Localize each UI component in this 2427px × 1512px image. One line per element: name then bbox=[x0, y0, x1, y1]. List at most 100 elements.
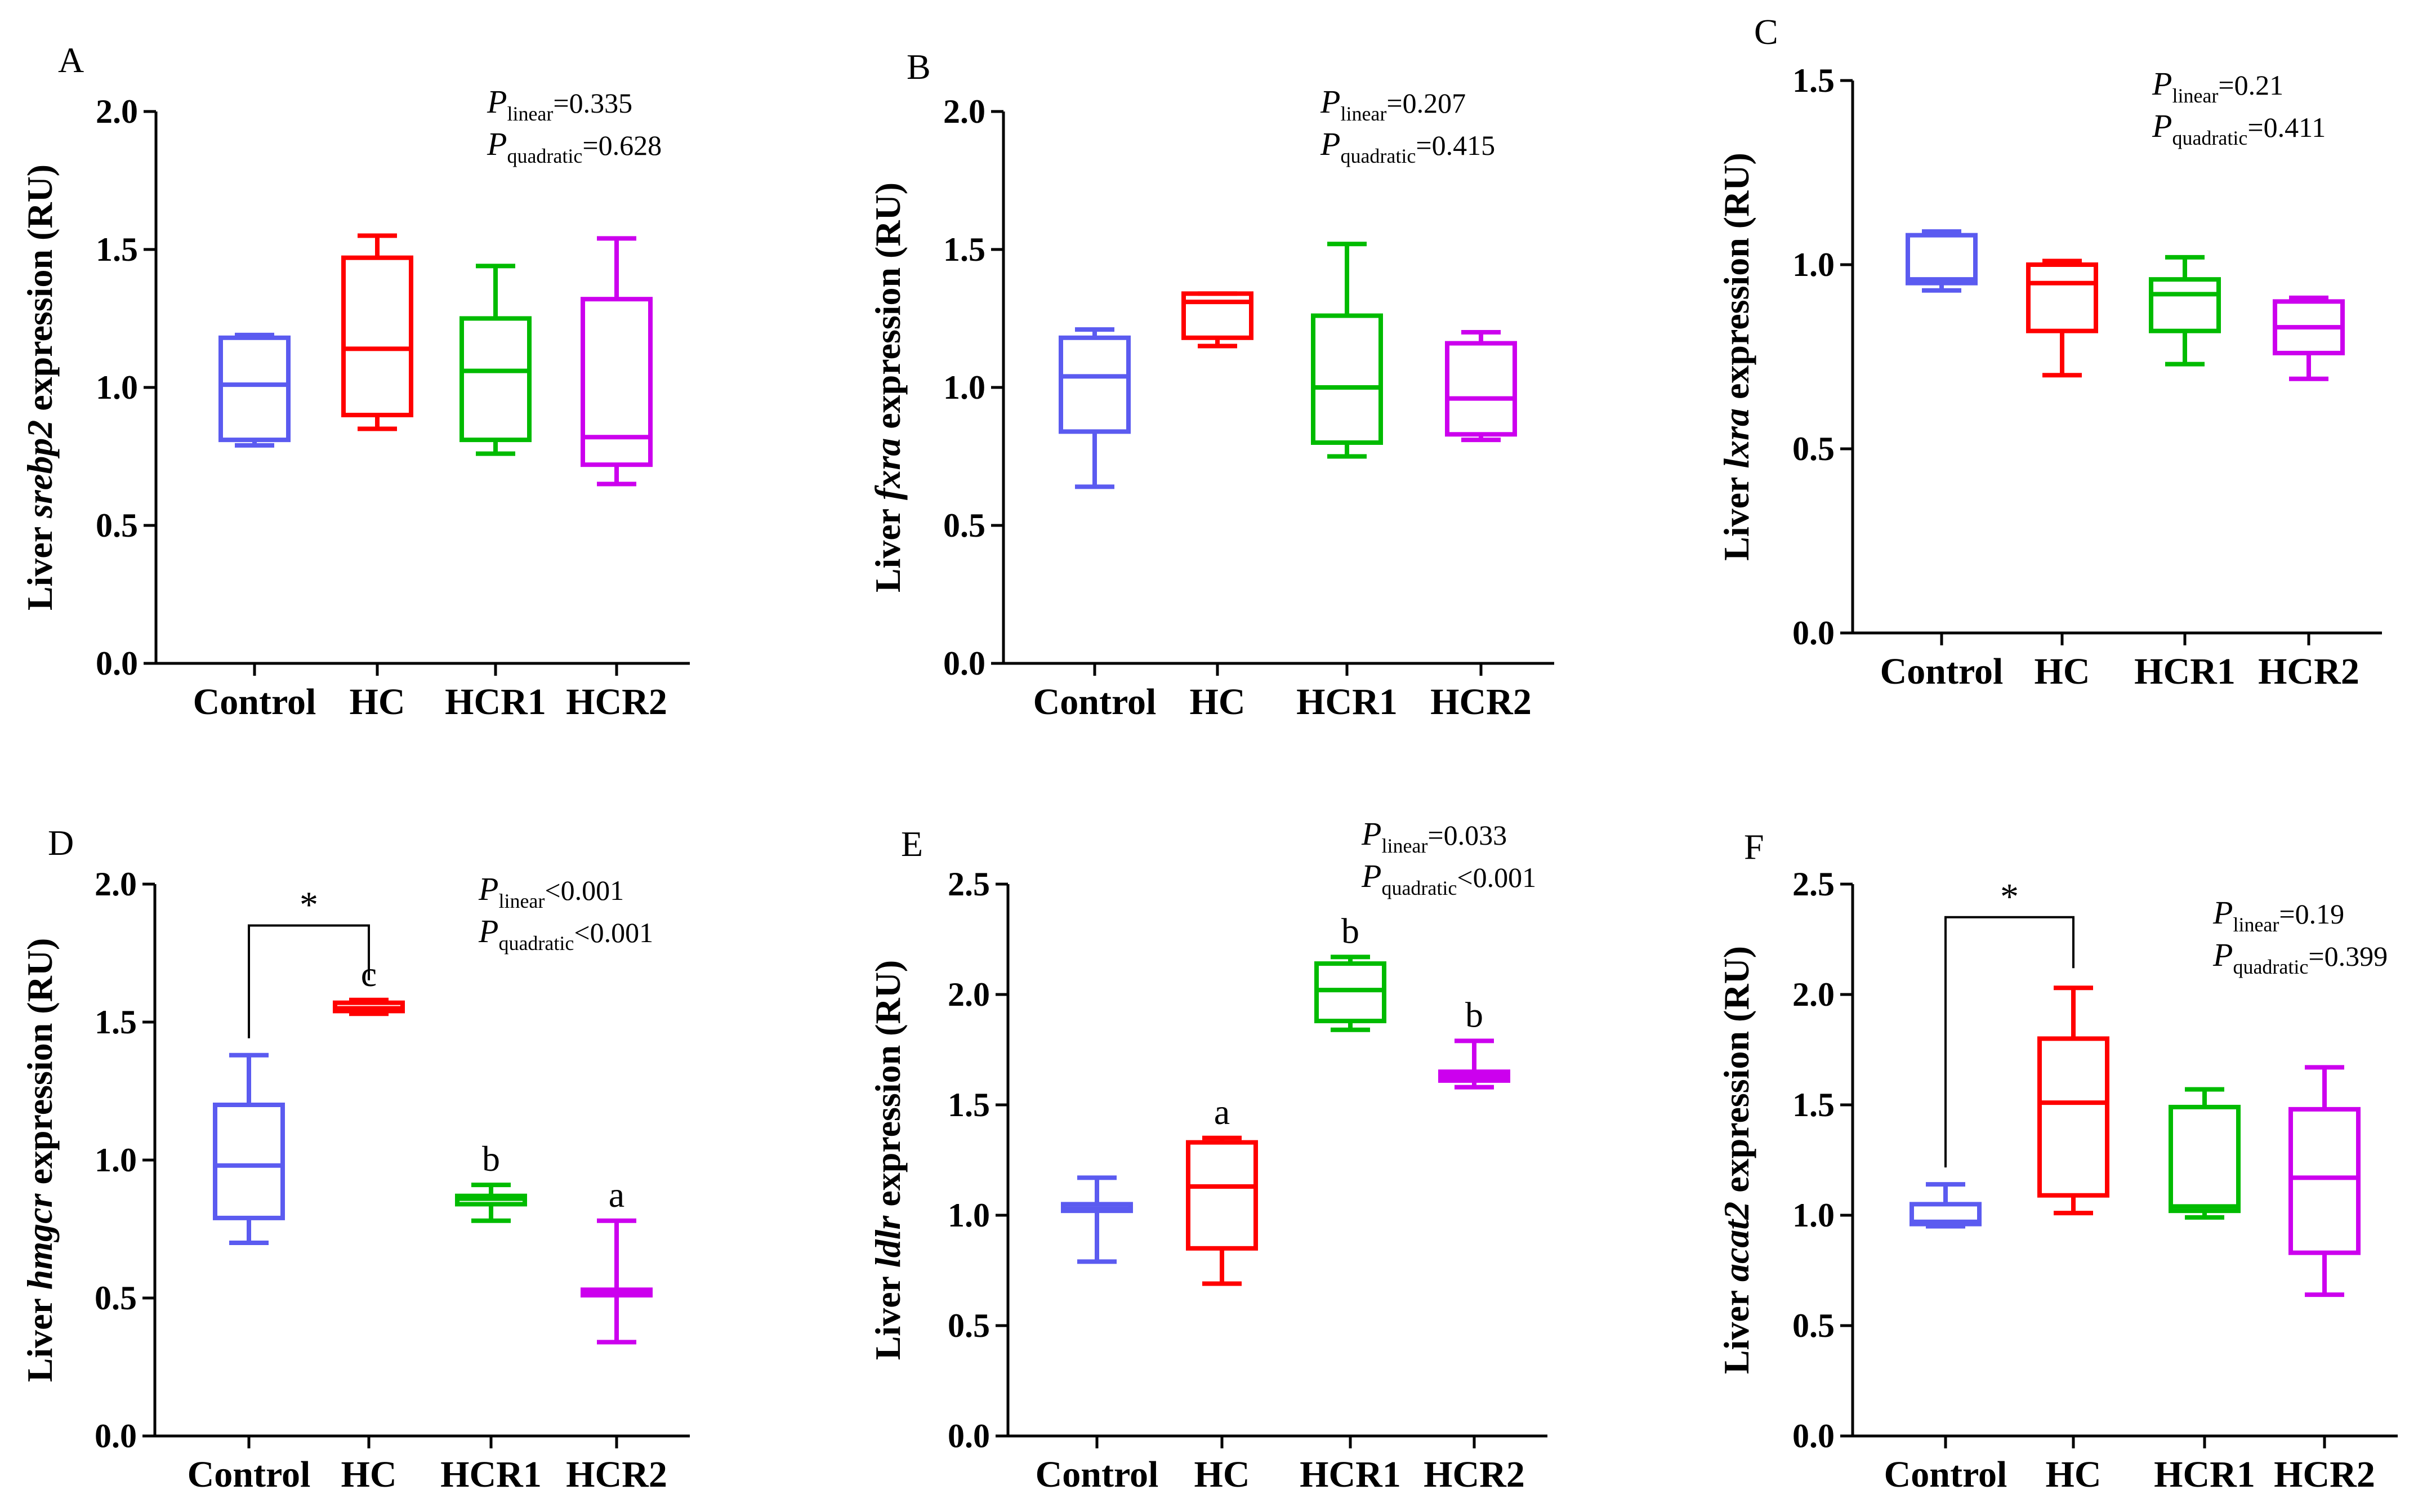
y-tick-label: 1.5 bbox=[1792, 62, 1835, 99]
y-tick-label: 2.0 bbox=[1792, 976, 1835, 1013]
group-letter: a bbox=[1214, 1092, 1230, 1132]
y-label-suffix: expression (RU) bbox=[868, 960, 908, 1216]
x-tick-label: HCR1 bbox=[440, 1454, 542, 1495]
p-subscript: quadratic bbox=[2233, 956, 2308, 978]
y-axis-label: Liver srebp2 expression (RU) bbox=[20, 164, 60, 610]
y-label-gene: fxra bbox=[868, 438, 908, 500]
box-hcr2 bbox=[581, 236, 653, 487]
panel-f: F 0.0 0.5 1.0 1.5 2.0 2.5 Control HC HCR1 HCR2 Live… bbox=[1716, 827, 2398, 1495]
y-tick-label: 2.5 bbox=[1792, 866, 1835, 903]
p-linear: Plinear=0.19 bbox=[2212, 894, 2344, 936]
p-quadratic: Pquadratic=0.628 bbox=[487, 126, 662, 167]
x-tick-label: HCR1 bbox=[1300, 1454, 1401, 1495]
y-tick-label: 1.5 bbox=[95, 1003, 137, 1041]
p-value: =0.21 bbox=[2218, 69, 2283, 101]
x-tick-label: Control bbox=[193, 681, 316, 722]
panel-b: B 0.0 0.5 1.0 1.5 2.0 Control HC HCR1 HCR2 Liver f… bbox=[868, 47, 1554, 722]
panel-d: D 0.0 0.5 1.0 1.5 2.0 Control HC HCR1 HCR2 Liver h… bbox=[20, 823, 690, 1495]
box-iqr bbox=[213, 1103, 285, 1220]
box-iqr bbox=[1181, 291, 1253, 340]
panel-letter: A bbox=[58, 40, 84, 80]
panel-letter: E bbox=[901, 824, 923, 864]
p-letter: P bbox=[2212, 936, 2233, 973]
y-tick-label: 2.0 bbox=[95, 866, 137, 903]
box-hcr1 bbox=[2169, 1087, 2241, 1220]
y-tick-label: 1.5 bbox=[948, 1086, 990, 1123]
y-label-gene: ldlr bbox=[868, 1215, 908, 1268]
y-axis-label: Liver hmgcr expression (RU) bbox=[20, 938, 60, 1382]
p-quadratic: Pquadratic<0.001 bbox=[1361, 858, 1536, 899]
y-tick-label: 0.5 bbox=[1792, 430, 1835, 467]
x-tick-label: HCR2 bbox=[1430, 681, 1532, 722]
panel-letter: D bbox=[48, 823, 74, 863]
box-control bbox=[213, 1052, 285, 1245]
x-tick-label: Control bbox=[1033, 681, 1157, 722]
box-hc bbox=[2037, 985, 2109, 1216]
box-control bbox=[1910, 1182, 1982, 1229]
p-value: =0.207 bbox=[1386, 87, 1466, 119]
p-subscript: linear bbox=[1381, 835, 1427, 857]
box-iqr bbox=[218, 335, 291, 443]
significance-star: * bbox=[300, 885, 318, 926]
p-letter: P bbox=[487, 126, 507, 162]
box-iqr bbox=[2169, 1104, 2241, 1214]
p-linear: Plinear=0.207 bbox=[1320, 83, 1466, 125]
p-linear: Plinear=0.033 bbox=[1361, 815, 1507, 857]
box-control bbox=[1061, 1175, 1133, 1264]
significance-bracket bbox=[1944, 916, 2074, 1168]
p-subscript: quadratic bbox=[498, 932, 574, 955]
x-tick-label: HC bbox=[1190, 681, 1246, 722]
p-letter: P bbox=[487, 83, 507, 120]
panel-letter: C bbox=[1754, 12, 1778, 52]
significance-star: * bbox=[2000, 876, 2019, 917]
p-subscript: quadratic bbox=[507, 145, 582, 167]
box-hcr1 bbox=[455, 1183, 527, 1223]
p-letter: P bbox=[1320, 83, 1340, 120]
p-quadratic: Pquadratic=0.411 bbox=[2152, 108, 2326, 149]
p-linear: Plinear=0.21 bbox=[2152, 65, 2283, 107]
y-label-prefix: Liver bbox=[868, 500, 908, 592]
p-value: =0.335 bbox=[553, 87, 632, 119]
y-label-prefix: Liver bbox=[1716, 1282, 1756, 1374]
box-hcr2 bbox=[581, 1218, 653, 1345]
box-iqr bbox=[581, 297, 653, 467]
p-subscript: linear bbox=[2172, 84, 2218, 107]
group-letter: b bbox=[1341, 911, 1359, 951]
y-tick-label: 2.0 bbox=[96, 93, 138, 130]
y-tick-label: 0.5 bbox=[96, 507, 138, 544]
p-subscript: linear bbox=[1340, 102, 1386, 125]
y-tick-label: 0.0 bbox=[943, 645, 985, 682]
box-hcr1 bbox=[459, 264, 532, 456]
p-value: =0.19 bbox=[2279, 898, 2344, 930]
y-tick-label: 1.5 bbox=[943, 231, 985, 268]
y-tick-label: 0.0 bbox=[948, 1417, 990, 1455]
p-value: =0.415 bbox=[1416, 130, 1495, 161]
p-letter: P bbox=[1361, 858, 1381, 894]
box-iqr bbox=[1059, 335, 1131, 434]
y-tick-label: 1.0 bbox=[1792, 246, 1835, 283]
box-hcr1 bbox=[1311, 242, 1383, 459]
p-letter: P bbox=[1320, 126, 1340, 162]
y-tick-label: 0.5 bbox=[95, 1279, 137, 1317]
p-letter: P bbox=[2212, 894, 2233, 931]
y-tick-label: 0.5 bbox=[943, 507, 985, 544]
p-letter: P bbox=[478, 871, 498, 907]
x-tick-label: HC bbox=[2046, 1454, 2102, 1495]
box-control bbox=[1906, 229, 1978, 293]
panel-a: A 0.0 0.5 1.0 1.5 2.0 Control HC HCR1 HCR2 Liver s… bbox=[20, 40, 690, 722]
box-hc bbox=[333, 997, 405, 1016]
box-hcr2 bbox=[1438, 1038, 1510, 1090]
box-iqr bbox=[1445, 341, 1517, 437]
p-quadratic: Pquadratic=0.399 bbox=[2212, 936, 2388, 978]
p-value: <0.001 bbox=[574, 917, 653, 948]
box-iqr bbox=[341, 255, 413, 417]
box-hcr1 bbox=[2149, 255, 2221, 367]
p-value: =0.033 bbox=[1427, 819, 1507, 851]
y-label-gene: acat2 bbox=[1716, 1202, 1756, 1282]
box-iqr bbox=[1186, 1140, 1258, 1251]
x-tick-label: Control bbox=[1884, 1454, 2007, 1495]
group-letter: b bbox=[1465, 994, 1483, 1034]
y-tick-label: 1.0 bbox=[948, 1197, 990, 1234]
y-tick-label: 0.5 bbox=[1792, 1307, 1835, 1344]
p-quadratic: Pquadratic<0.001 bbox=[478, 913, 653, 955]
